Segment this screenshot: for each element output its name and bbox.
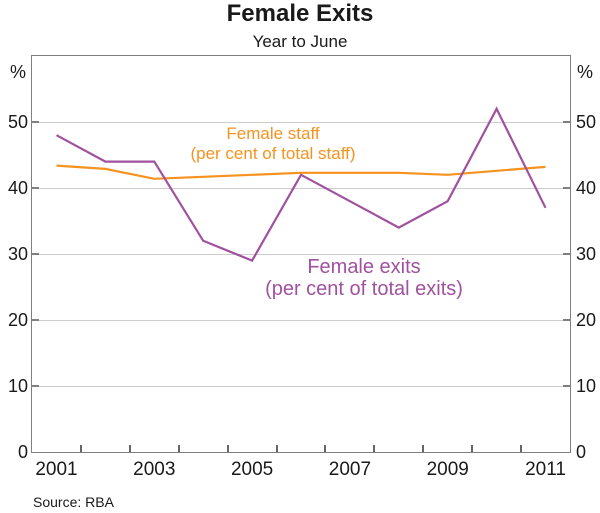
y-tick-label-right: 0 [576, 442, 587, 462]
y-tick-mark-left [32, 187, 39, 189]
x-tick-mark [373, 445, 376, 452]
y-tick-label-left: 0 [17, 442, 28, 462]
page-title: Female Exits [226, 0, 374, 27]
x-tick-label: 2009 [426, 459, 469, 480]
y-tick-label-left: 20 [7, 310, 28, 330]
x-tick-mark [471, 445, 474, 452]
y-tick-mark-left [32, 121, 39, 123]
x-tick-label: 2005 [230, 459, 274, 480]
y-tick-label-right: 30 [576, 244, 597, 264]
y-tick-label-right: 50 [576, 112, 597, 132]
gridline [32, 187, 570, 189]
y-tick-label-left: 50 [7, 112, 28, 132]
series-label-female-exits-line2: (per cent of total exits) [265, 278, 463, 300]
y-tick-label-left: 40 [7, 178, 28, 198]
x-tick-mark [177, 445, 180, 452]
series-label-female-exits-line1: Female exits [307, 256, 421, 278]
y-tick-mark-right [563, 319, 570, 321]
series-label-female-staff-line2: (per cent of total staff) [190, 144, 356, 163]
y-tick-mark-left [32, 319, 39, 321]
series-line-female-staff [56, 164, 546, 180]
series-label-female-staff: Female staff (per cent of total staff) [123, 124, 423, 164]
chart-subtitle: Year to June [252, 32, 348, 51]
gridline [32, 121, 570, 123]
x-tick-mark [275, 445, 278, 452]
y-tick-mark-right [563, 253, 570, 255]
plot-area [31, 55, 571, 453]
x-tick-mark [79, 445, 82, 452]
y-tick-label-left: 10 [7, 376, 28, 396]
x-tick-label: 2001 [35, 459, 78, 480]
series-label-female-exits: Female exits (per cent of total exits) [214, 256, 514, 300]
chart-lines [55, 106, 547, 262]
x-tick-mark [128, 445, 131, 452]
series-label-female-staff-line1: Female staff [226, 124, 320, 143]
series-line-female-exits [55, 106, 547, 262]
y-tick-label-right: 40 [576, 178, 597, 198]
gridline [32, 319, 570, 321]
gridline [32, 385, 570, 387]
y-tick-label-right: 10 [576, 376, 597, 396]
y-axis-unit-right: % [576, 62, 593, 82]
x-tick-label: 2003 [133, 459, 176, 480]
y-tick-mark-left [32, 253, 39, 255]
y-tick-mark-right [563, 121, 570, 123]
gridline [32, 253, 570, 255]
y-tick-label-right: 20 [576, 310, 597, 330]
x-tick-label: 2011 [525, 459, 566, 480]
x-tick-mark [520, 445, 523, 452]
x-tick-mark [422, 445, 425, 452]
source-note: Source: RBA [33, 494, 114, 510]
x-tick-mark [226, 445, 229, 452]
y-tick-mark-right [563, 385, 570, 387]
x-tick-label: 2007 [328, 459, 372, 480]
y-axis-unit-left: % [9, 62, 26, 82]
x-tick-mark [324, 445, 327, 452]
y-tick-mark-left [32, 385, 39, 387]
y-tick-label-left: 30 [7, 244, 28, 264]
y-tick-mark-right [563, 187, 570, 189]
